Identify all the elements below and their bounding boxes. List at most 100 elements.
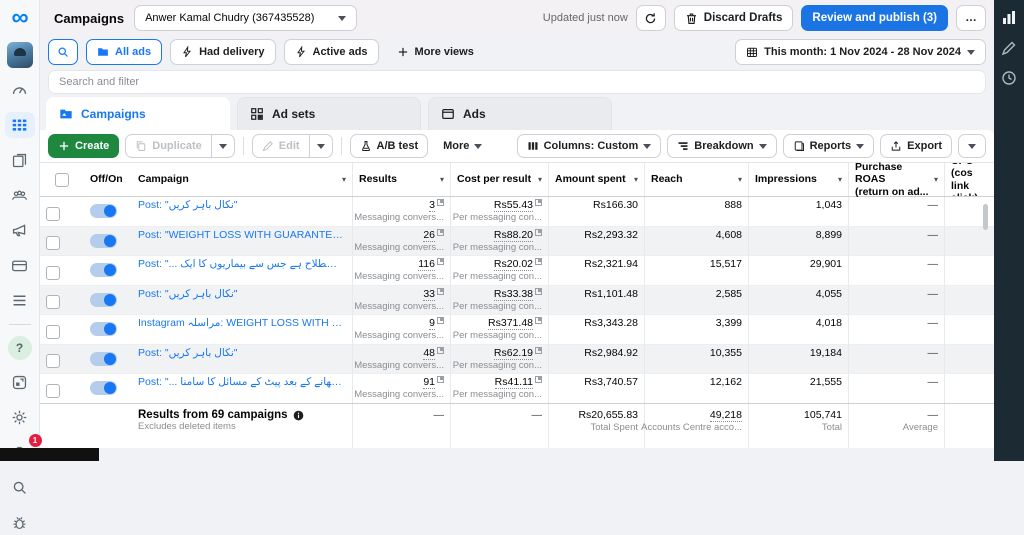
ad-account-selector[interactable]: Anwer Kamal Chudry (367435528) xyxy=(134,5,357,31)
campaign-toggle[interactable] xyxy=(90,263,117,277)
col-impressions[interactable]: Impressions ▾ xyxy=(748,163,848,196)
ab-test-label: A/B test xyxy=(377,140,419,152)
date-range-selector[interactable]: This month: 1 Nov 2024 - 28 Nov 2024 xyxy=(735,39,986,65)
reports-button[interactable]: Reports xyxy=(783,134,875,158)
results-type: Messaging convers... xyxy=(354,212,444,223)
ab-test-button[interactable]: A/B test xyxy=(350,134,429,158)
more-toolbar-button[interactable]: More xyxy=(434,134,491,158)
more-views-label: More views xyxy=(415,46,474,58)
campaign-toggle[interactable] xyxy=(90,234,117,248)
all-tools-menu-icon[interactable] xyxy=(5,287,35,313)
col-purchase-roas[interactable]: Purchase ROAS (return on ad... ▾ xyxy=(848,163,944,196)
edit-pencil-icon[interactable] xyxy=(1001,40,1017,56)
right-tool-rail xyxy=(994,0,1024,461)
cost-per-result-value: Rs371.48 xyxy=(488,317,542,330)
info-icon[interactable] xyxy=(293,410,304,421)
audiences-icon[interactable] xyxy=(5,182,35,208)
tab-campaigns[interactable]: Campaigns xyxy=(46,97,230,130)
columns-button[interactable]: Columns: Custom xyxy=(517,134,662,158)
roas-value: — xyxy=(928,199,939,212)
breakdown-button[interactable]: Breakdown xyxy=(667,134,776,158)
chevron-down-icon xyxy=(338,16,346,21)
active-ads-label: Active ads xyxy=(313,46,368,58)
row-checkbox[interactable] xyxy=(46,266,60,280)
attribution-icon xyxy=(535,258,542,265)
ads-manager-app-icon[interactable] xyxy=(5,369,35,395)
pencil-icon xyxy=(262,140,274,152)
all-ads-label: All ads xyxy=(115,46,151,58)
duplicate-options-button[interactable] xyxy=(212,134,235,158)
search-icon[interactable] xyxy=(5,474,35,500)
campaign-name-link[interactable]: Instagram مراسلہ: WEIGHT LOSS WITH GUARA… xyxy=(138,317,344,330)
row-checkbox[interactable] xyxy=(46,207,60,221)
table-row: Post: "... ایک عام اصطلاح ہے جس سے بیمار… xyxy=(40,256,994,286)
col-amount-spent[interactable]: Amount spent ▾ xyxy=(548,163,644,196)
search-input[interactable] xyxy=(59,76,975,88)
avatar[interactable] xyxy=(7,42,33,68)
row-checkbox[interactable] xyxy=(46,325,60,339)
ads-reporting-icon[interactable] xyxy=(5,147,35,173)
export-button[interactable]: Export xyxy=(880,134,952,158)
more-views-button[interactable]: More views xyxy=(387,39,484,65)
campaign-toggle[interactable] xyxy=(90,352,117,366)
create-button[interactable]: Create xyxy=(48,134,119,158)
campaigns-table-icon[interactable] xyxy=(5,112,35,138)
billing-card-icon[interactable] xyxy=(5,252,35,278)
advertise-megaphone-icon[interactable] xyxy=(5,217,35,243)
col-cost-per-result[interactable]: Cost per result ▾ xyxy=(450,163,548,196)
vertical-scrollbar-thumb[interactable] xyxy=(983,204,988,230)
chevron-down-icon xyxy=(474,144,482,149)
col-campaign[interactable]: Campaign ▾ xyxy=(132,163,352,196)
campaign-toggle[interactable] xyxy=(90,204,117,218)
attribution-icon xyxy=(437,347,444,354)
campaign-toggle[interactable] xyxy=(90,381,117,395)
view-active-ads[interactable]: Active ads xyxy=(284,39,379,65)
col-cpc[interactable]: CPC (cos link click) xyxy=(944,163,994,196)
flask-icon xyxy=(360,140,372,152)
campaign-toggle[interactable] xyxy=(90,322,117,336)
campaigns-panel: Create Duplicate Edit A/B test xyxy=(40,130,994,448)
export-options-button[interactable] xyxy=(958,134,986,158)
history-clock-icon[interactable] xyxy=(1001,70,1017,86)
row-checkbox[interactable] xyxy=(46,236,60,250)
reach-value: 15,517 xyxy=(710,258,742,271)
view-all-ads[interactable]: All ads xyxy=(86,39,162,65)
search-filter-button[interactable] xyxy=(48,39,78,65)
discard-drafts-button[interactable]: Discard Drafts xyxy=(674,5,794,31)
bug-report-icon[interactable] xyxy=(5,509,35,535)
campaign-name-link[interactable]: Post: "... کو کھانے کے بعد پیٹ کے مسائل … xyxy=(138,376,344,389)
refresh-button[interactable] xyxy=(636,5,666,31)
lightning-icon xyxy=(295,46,307,58)
tab-ads[interactable]: Ads xyxy=(428,97,612,130)
view-had-delivery[interactable]: Had delivery xyxy=(170,39,275,65)
row-checkbox[interactable] xyxy=(46,384,60,398)
row-checkbox[interactable] xyxy=(46,295,60,309)
select-all-checkbox[interactable] xyxy=(55,173,69,187)
duplicate-button[interactable]: Duplicate xyxy=(125,134,212,158)
campaign-name-link[interactable]: Post: "نکال باہر کریں" xyxy=(138,288,344,301)
col-results[interactable]: Results ▾ xyxy=(352,163,450,196)
impressions-value: 19,184 xyxy=(810,347,842,360)
campaign-toggle[interactable] xyxy=(90,293,117,307)
sort-icon: ▾ xyxy=(538,175,542,184)
row-checkbox[interactable] xyxy=(46,354,60,368)
col-reach[interactable]: Reach ▾ xyxy=(644,163,748,196)
help-icon[interactable]: ? xyxy=(8,336,32,360)
review-publish-button[interactable]: Review and publish (3) xyxy=(801,5,948,31)
results-value: 48 xyxy=(423,347,444,360)
campaign-name-link[interactable]: Post: "نکال باہر کریں" xyxy=(138,199,344,212)
sort-icon: ▾ xyxy=(342,175,346,184)
edit-options-button[interactable] xyxy=(310,134,333,158)
rail-divider xyxy=(9,324,31,325)
account-overview-gauge-icon[interactable] xyxy=(5,77,35,103)
more-menu-button[interactable]: … xyxy=(956,5,986,31)
campaign-name-link[interactable]: Post: "نکال باہر کریں" xyxy=(138,347,344,360)
campaign-name-link[interactable]: Post: "WEIGHT LOSS WITH GUARANTEE AT SI.… xyxy=(138,229,344,242)
amount-spent-value: Rs2,293.32 xyxy=(584,229,638,242)
edit-button[interactable]: Edit xyxy=(252,134,310,158)
attribution-icon xyxy=(535,199,542,206)
tab-ad-sets[interactable]: Ad sets xyxy=(237,97,421,130)
settings-gear-icon[interactable] xyxy=(5,404,35,430)
campaign-name-link[interactable]: Post: "... ایک عام اصطلاح ہے جس سے بیمار… xyxy=(138,258,344,271)
performance-chart-icon[interactable] xyxy=(1001,10,1017,26)
